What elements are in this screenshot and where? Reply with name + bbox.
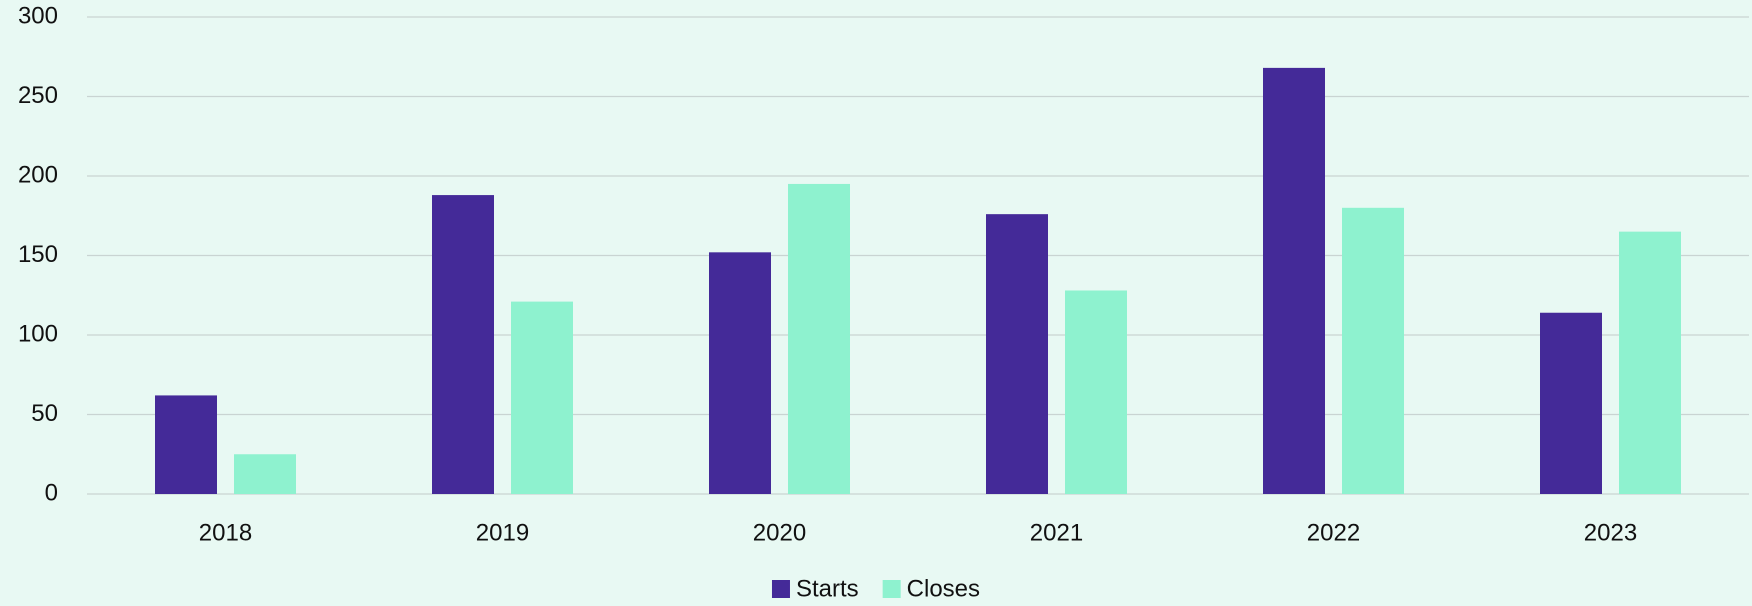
bar (1619, 231, 1681, 494)
legend-swatch (882, 580, 901, 598)
bar (234, 454, 296, 494)
bar (511, 301, 573, 494)
bar (1540, 312, 1602, 494)
y-tick-label: 150 (18, 241, 58, 268)
y-tick-label: 250 (18, 82, 58, 109)
bar (788, 183, 850, 494)
x-tick-label: 2022 (1307, 519, 1360, 546)
bar (1342, 207, 1404, 495)
x-tick-label: 2021 (1030, 519, 1083, 546)
bar (432, 195, 494, 494)
x-tick-label: 2023 (1584, 519, 1637, 546)
y-tick-label: 50 (31, 400, 58, 427)
bar (1065, 290, 1127, 494)
x-tick-label: 2018 (199, 519, 252, 546)
bar (1263, 67, 1325, 494)
y-tick-label: 0 (45, 479, 58, 506)
bar (986, 214, 1048, 494)
bar (709, 252, 771, 494)
y-tick-label: 100 (18, 320, 58, 347)
y-tick-label: 200 (18, 161, 58, 188)
legend-label: Closes (907, 575, 980, 602)
legend-label: Starts (796, 575, 859, 602)
x-tick-label: 2020 (753, 519, 806, 546)
legend-swatch (771, 580, 790, 598)
y-tick-label: 300 (18, 2, 58, 29)
x-tick-label: 2019 (476, 519, 529, 546)
bar (155, 395, 217, 494)
